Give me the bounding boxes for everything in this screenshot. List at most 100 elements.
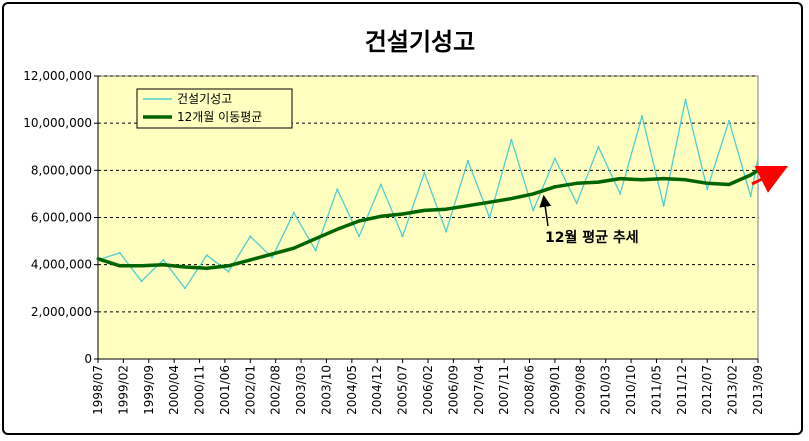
data-point <box>757 157 759 160</box>
data-point <box>379 183 382 186</box>
x-tick-label: 2003/03 <box>294 365 308 415</box>
data-point <box>684 178 687 182</box>
x-tick-label: 2009/01 <box>548 365 562 415</box>
y-tick-label: 0 <box>84 352 92 366</box>
data-point <box>466 159 469 162</box>
data-point <box>249 235 252 238</box>
data-point <box>706 188 709 191</box>
legend-box <box>136 88 293 129</box>
data-point <box>401 235 404 238</box>
data-point <box>728 119 730 122</box>
data-point <box>488 200 492 204</box>
x-tick-label: 2011/12 <box>675 365 689 415</box>
data-point <box>619 192 622 195</box>
data-point <box>532 209 535 212</box>
x-tick-label: 2009/08 <box>573 365 587 415</box>
data-point <box>705 181 709 185</box>
data-point <box>183 265 187 269</box>
x-tick-label: 2002/01 <box>243 365 257 415</box>
series-layer <box>96 98 760 290</box>
data-point <box>640 178 644 182</box>
data-point <box>509 197 513 201</box>
data-point <box>140 280 143 283</box>
annotation-arrow <box>539 194 552 227</box>
data-point <box>118 251 121 254</box>
data-point <box>205 254 208 257</box>
x-tick-label: 2005/07 <box>396 365 410 415</box>
x-tick-label: 2000/11 <box>193 365 207 415</box>
data-point <box>531 192 535 196</box>
data-point <box>575 181 579 185</box>
data-point <box>662 204 665 207</box>
annotation-text: 12월 평균 추세 <box>545 229 639 246</box>
data-point <box>140 264 143 268</box>
legend: 건설기성고 12개월 이동평균 <box>136 88 293 129</box>
legend-label-moving-average: 12개월 이동평균 <box>177 110 262 124</box>
data-point <box>727 183 731 186</box>
data-point <box>596 180 600 184</box>
data-point <box>684 98 687 101</box>
y-tick-label: 6,000,000 <box>31 211 92 225</box>
data-point <box>270 252 274 256</box>
y-tick-label: 8,000,000 <box>31 163 92 177</box>
x-tick-label: 2010/03 <box>599 365 613 415</box>
data-point <box>756 168 760 172</box>
data-point <box>662 177 666 181</box>
data-point <box>227 270 230 273</box>
x-tick-label: 2000/04 <box>167 365 181 415</box>
data-point <box>422 208 426 212</box>
data-point <box>445 230 448 233</box>
data-point <box>749 195 752 198</box>
x-tick-label: 2004/05 <box>345 365 359 415</box>
data-point <box>358 235 361 238</box>
data-point <box>423 171 426 174</box>
x-tick-label: 2001/06 <box>218 365 232 415</box>
annotation: 12월 평균 추세 <box>539 194 639 246</box>
data-point <box>444 207 448 211</box>
x-tick-label: 2010/10 <box>624 365 638 415</box>
x-tick-label: 2008/06 <box>523 365 537 415</box>
x-tick-label: 2013/09 <box>751 365 765 415</box>
x-tick-label: 2006/02 <box>421 365 435 415</box>
x-tick-label: 2011/05 <box>649 365 663 415</box>
y-tick-label: 10,000,000 <box>23 116 92 130</box>
data-point <box>205 266 209 270</box>
data-point <box>597 145 600 148</box>
data-point <box>488 216 491 219</box>
data-point <box>162 258 165 261</box>
series-line-moving-average <box>97 168 759 270</box>
legend-label-raw: 건설기성고 <box>177 92 232 106</box>
data-point <box>466 204 470 208</box>
x-tick-label: 2012/07 <box>700 365 714 415</box>
data-point <box>379 214 383 218</box>
data-point <box>575 202 578 205</box>
x-tick-label: 1999/02 <box>116 365 130 415</box>
data-point <box>248 258 252 262</box>
series-line-raw <box>97 98 759 289</box>
y-axis: 0 2,000,000 4,000,000 6,000,000 8,000,000 10,… <box>23 69 99 366</box>
x-tick-label: 2007/11 <box>497 365 511 415</box>
data-point <box>618 177 622 181</box>
x-tick-label: 2006/09 <box>446 365 460 415</box>
data-point <box>749 173 753 177</box>
x-axis: 1998/07 1999/02 1999/09 2000/04 2000/11 2001/… <box>91 358 765 415</box>
data-point <box>641 115 643 118</box>
data-point <box>510 138 513 141</box>
data-point <box>357 219 361 223</box>
x-tick-label: 2004/12 <box>370 365 384 415</box>
data-point <box>271 256 274 259</box>
data-point <box>96 257 100 261</box>
x-tick-label: 2013/02 <box>726 365 740 415</box>
chart-title: 건설기성고 <box>365 28 475 56</box>
data-point <box>184 287 186 290</box>
x-tick-label: 2007/04 <box>472 365 486 415</box>
data-point <box>553 157 556 160</box>
data-point <box>314 249 317 252</box>
x-tick-label: 2003/10 <box>319 365 333 415</box>
data-point <box>401 212 405 216</box>
data-point <box>227 264 230 268</box>
x-tick-label: 1999/09 <box>142 365 156 415</box>
y-tick-label: 2,000,000 <box>31 305 92 319</box>
data-point <box>336 188 339 191</box>
